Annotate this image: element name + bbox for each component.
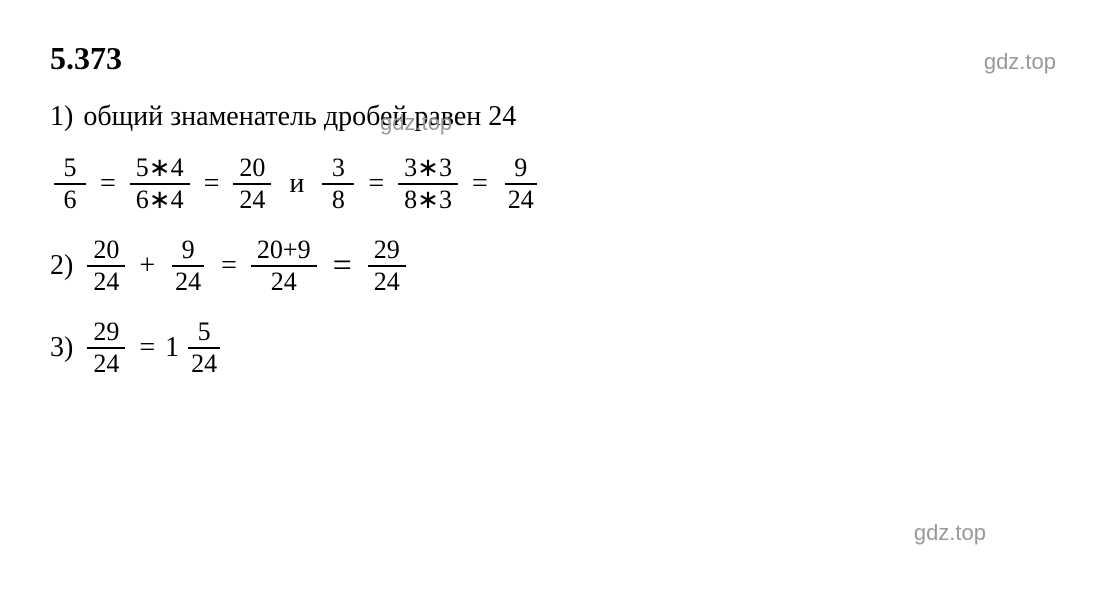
fraction: 20 24: [87, 235, 125, 297]
fraction: 3 8: [322, 153, 354, 215]
line-3: 2) 20 24 + 9 24 = 20+9 24 = 29 24: [50, 235, 1056, 297]
denominator: 24: [502, 185, 540, 215]
denominator: 24: [87, 267, 125, 297]
fraction: 5 6: [54, 153, 86, 215]
fraction: 9 24: [169, 235, 207, 297]
numerator: 5: [54, 153, 86, 185]
denominator: 24: [233, 185, 271, 215]
mixed-number: 1 5 24: [165, 317, 227, 379]
and-text: и: [289, 168, 304, 200]
problem-number: 5.373: [50, 40, 122, 77]
numerator: 5: [188, 317, 220, 349]
watermark-top: gdz.top: [984, 49, 1056, 75]
equals: =: [139, 332, 155, 364]
watermark-bottom: gdz.top: [914, 520, 986, 546]
numerator: 9: [172, 235, 204, 267]
plus: +: [139, 250, 155, 282]
whole-part: 1: [165, 332, 179, 364]
denominator: 24: [368, 267, 406, 297]
numerator: 3∗3: [398, 153, 458, 185]
equals: =: [368, 168, 384, 200]
line-1: 1) общий знаменатель дробей равен 24: [50, 101, 1056, 133]
numerator: 5∗4: [130, 153, 190, 185]
denominator: 24: [265, 267, 303, 297]
denominator: 24: [87, 349, 125, 379]
fraction: 29 24: [368, 235, 406, 297]
denominator: 6∗4: [130, 185, 190, 215]
line-4: 3) 29 24 = 1 5 24: [50, 317, 1056, 379]
item-number-3: 3): [50, 332, 73, 364]
equals: =: [221, 250, 237, 282]
numerator: 20+9: [251, 235, 317, 267]
fraction: 9 24: [502, 153, 540, 215]
equals: =: [472, 168, 488, 200]
numerator: 20: [87, 235, 125, 267]
fraction: 5∗4 6∗4: [130, 153, 190, 215]
fraction: 5 24: [185, 317, 223, 379]
line-2: 5 6 = 5∗4 6∗4 = 20 24 и 3 8 = 3∗3 8∗3 = …: [50, 153, 1056, 215]
numerator: 29: [368, 235, 406, 267]
item-number-1: 1): [50, 101, 73, 133]
equals: =: [100, 168, 116, 200]
fraction: 20+9 24: [251, 235, 317, 297]
denominator: 8∗3: [398, 185, 458, 215]
fraction: 20 24: [233, 153, 271, 215]
watermark-mid: gdz.top: [380, 110, 452, 136]
numerator: 9: [505, 153, 537, 185]
equals: =: [204, 168, 220, 200]
denominator: 24: [185, 349, 223, 379]
numerator: 29: [87, 317, 125, 349]
denominator: 8: [322, 185, 354, 215]
denominator: 6: [54, 185, 86, 215]
denominator: 24: [169, 267, 207, 297]
numerator: 3: [322, 153, 354, 185]
numerator: 20: [233, 153, 271, 185]
equals-big: =: [333, 247, 352, 285]
fraction: 29 24: [87, 317, 125, 379]
fraction: 3∗3 8∗3: [398, 153, 458, 215]
item-number-2: 2): [50, 250, 73, 282]
header-row: 5.373 gdz.top: [50, 40, 1056, 77]
